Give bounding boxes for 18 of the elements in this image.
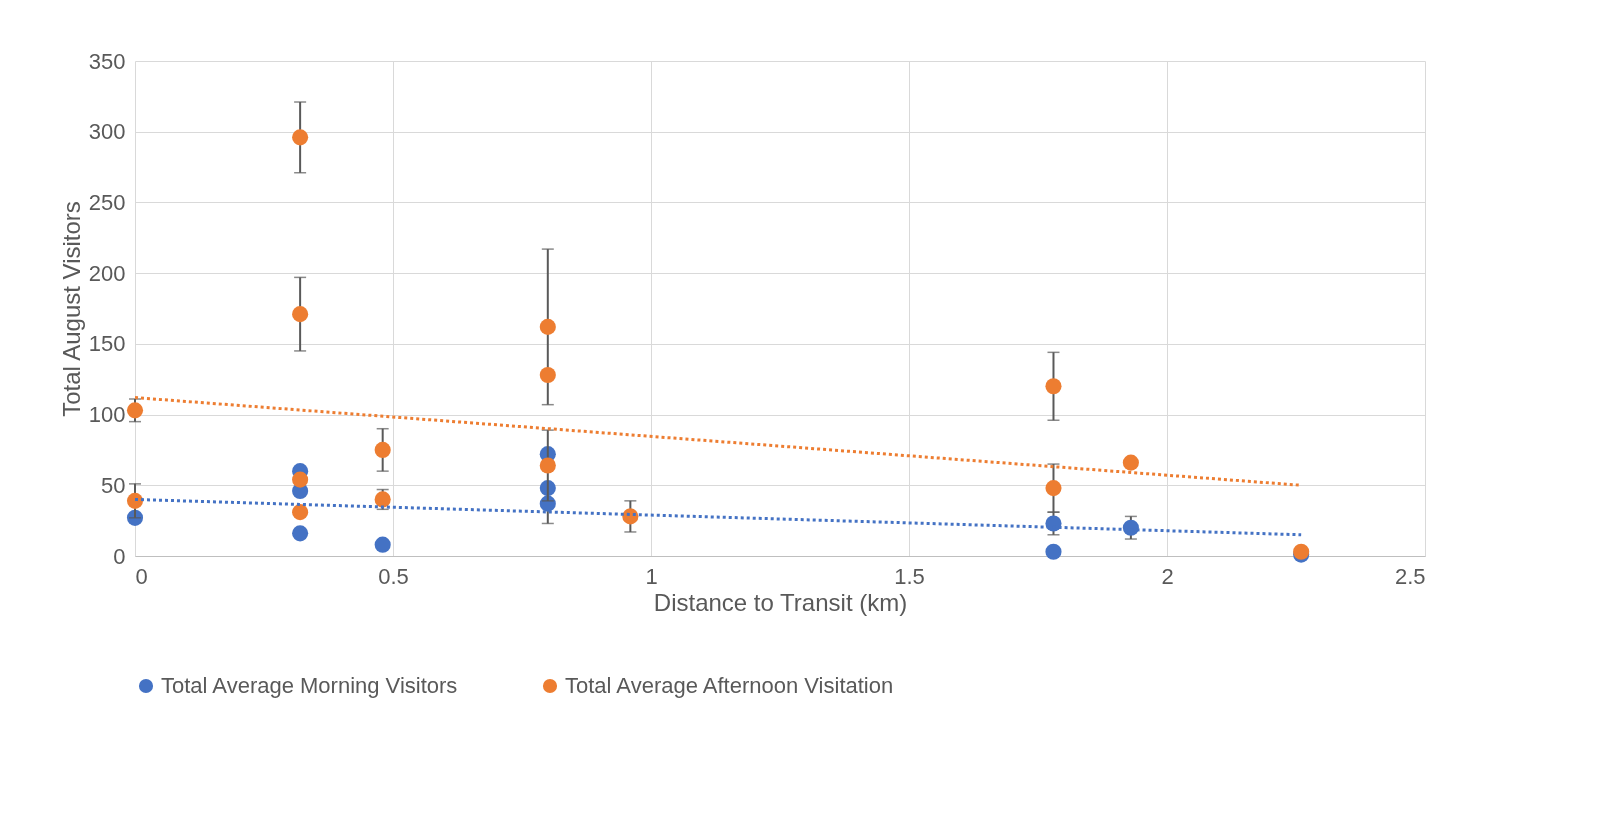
y-tick-label: 0 [113, 543, 126, 569]
y-axis-title: Total August Visitors [57, 201, 85, 417]
x-tick-label: 1.5 [894, 563, 925, 589]
y-tick-label: 300 [88, 119, 126, 145]
x-tick-label: 2.5 [1394, 563, 1426, 589]
y-tick-label: 100 [88, 402, 126, 428]
y-tick-label: 150 [88, 331, 126, 357]
x-tick-label: 0.5 [378, 563, 409, 589]
y-tick-label: 350 [88, 48, 126, 74]
legend-label: Total Average Morning Visitors [161, 673, 458, 698]
y-tick-label: 50 [101, 472, 126, 498]
x-axis-title: Distance to Transit (km) [653, 588, 908, 616]
x-tick-label: 0 [135, 563, 148, 589]
x-tick-label: 1 [645, 563, 658, 589]
y-tick-label: 250 [88, 189, 126, 215]
y-tick-label: 200 [88, 260, 126, 286]
legend-label: Total Average Afternoon Visitation [565, 673, 894, 698]
x-tick-label: 2 [1161, 563, 1174, 589]
